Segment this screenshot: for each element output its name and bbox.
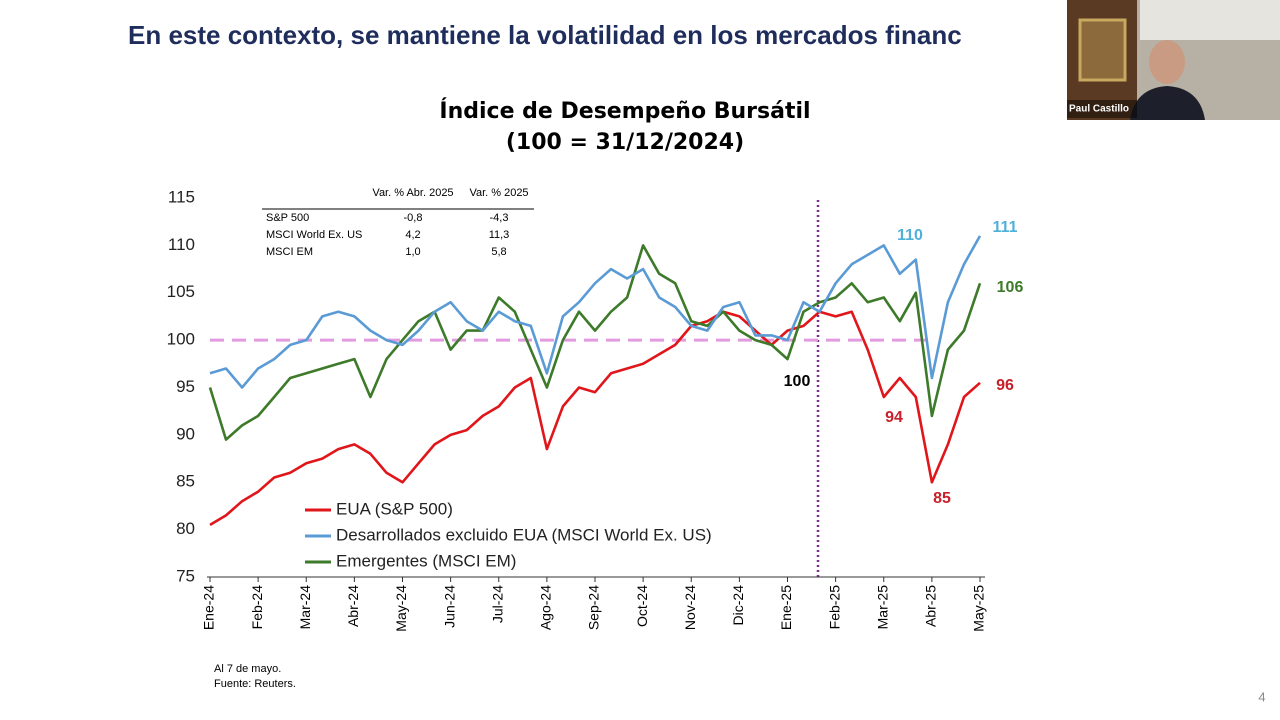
x-tick-label: Feb-24 xyxy=(249,585,265,630)
table-header: Var. % Abr. 2025 xyxy=(372,187,453,199)
annotation: 110 xyxy=(897,227,923,244)
x-tick-label: Mar-24 xyxy=(297,585,313,630)
presenter-name: Paul Castillo xyxy=(1069,104,1129,115)
chart-title: Índice de Desempeño Bursátil xyxy=(439,98,810,124)
webcam-face xyxy=(1149,40,1185,84)
webcam-ceiling xyxy=(1140,0,1280,40)
x-tick-label: Oct-24 xyxy=(634,585,650,627)
table-cell: MSCI World Ex. US xyxy=(266,229,362,241)
x-tick-label: Jun-24 xyxy=(441,585,457,628)
note: Fuente: Reuters. xyxy=(214,678,296,690)
note: Al 7 de mayo. xyxy=(214,663,281,675)
annotation: 85 xyxy=(933,490,951,507)
series-line xyxy=(209,235,982,389)
x-tick-label: Feb-25 xyxy=(826,585,842,630)
x-tick-label: Mar-25 xyxy=(874,585,890,630)
y-tick-label: 85 xyxy=(176,472,195,491)
y-tick-label: 105 xyxy=(167,282,195,301)
x-tick-label: Ene-24 xyxy=(201,585,217,630)
y-tick-label: 100 xyxy=(167,330,195,349)
chart-subtitle: (100 = 31/12/2024) xyxy=(506,130,744,155)
table-cell: -0,8 xyxy=(404,212,423,224)
y-tick-label: 115 xyxy=(168,187,195,206)
page-number: 4 xyxy=(1258,689,1265,704)
x-tick-label: Ago-24 xyxy=(538,585,554,630)
webcam-body xyxy=(1130,86,1205,120)
annotation: 100 xyxy=(784,373,811,390)
annotation: 96 xyxy=(996,377,1014,394)
x-tick-label: Sep-24 xyxy=(586,585,602,630)
table-cell: 4,2 xyxy=(405,229,420,241)
x-tick-label: Abr-24 xyxy=(345,585,361,627)
y-tick-label: 80 xyxy=(176,519,195,538)
x-tick-label: May-25 xyxy=(971,585,987,632)
y-tick-label: 75 xyxy=(176,566,195,585)
x-tick-label: May-24 xyxy=(393,585,409,632)
table-cell: 1,0 xyxy=(405,246,420,258)
legend-label: Desarrollados excluido EUA (MSCI World E… xyxy=(336,525,712,544)
series-line xyxy=(208,244,982,441)
y-tick-label: 95 xyxy=(176,377,195,396)
webcam: Paul Castillo xyxy=(1067,0,1280,120)
plot: 75 80 85 90 95 100 105 110 115 Ene-24 Feb-24 Mar-24… xyxy=(167,187,1024,632)
x-tick-label: Nov-24 xyxy=(682,585,698,630)
table-cell: -4,3 xyxy=(490,212,509,224)
table-cell: 5,8 xyxy=(491,246,506,258)
x-tick-label: Ene-25 xyxy=(778,585,794,630)
annotation: 94 xyxy=(885,409,903,426)
legend-label: Emergentes (MSCI EM) xyxy=(336,551,516,570)
y-tick-label: 110 xyxy=(168,235,195,254)
table-header: Var. % 2025 xyxy=(469,187,528,199)
x-tick-label: Dic-24 xyxy=(730,585,746,626)
table-cell: S&P 500 xyxy=(266,212,309,224)
x-tick-label: Abr-25 xyxy=(923,585,939,627)
annotation: 111 xyxy=(993,219,1018,236)
annotation: 106 xyxy=(997,279,1024,296)
webcam-label-bg xyxy=(1067,100,1137,118)
y-tick-label: 90 xyxy=(176,424,195,443)
slide-title: En este contexto, se mantiene la volatil… xyxy=(128,20,962,50)
series-line xyxy=(209,310,981,527)
table-cell: MSCI EM xyxy=(266,246,313,258)
table-cell: 11,3 xyxy=(489,229,510,241)
webcam-frame xyxy=(1078,18,1127,82)
legend-label: EUA (S&P 500) xyxy=(336,499,453,518)
x-tick-label: Jul-24 xyxy=(489,585,505,623)
